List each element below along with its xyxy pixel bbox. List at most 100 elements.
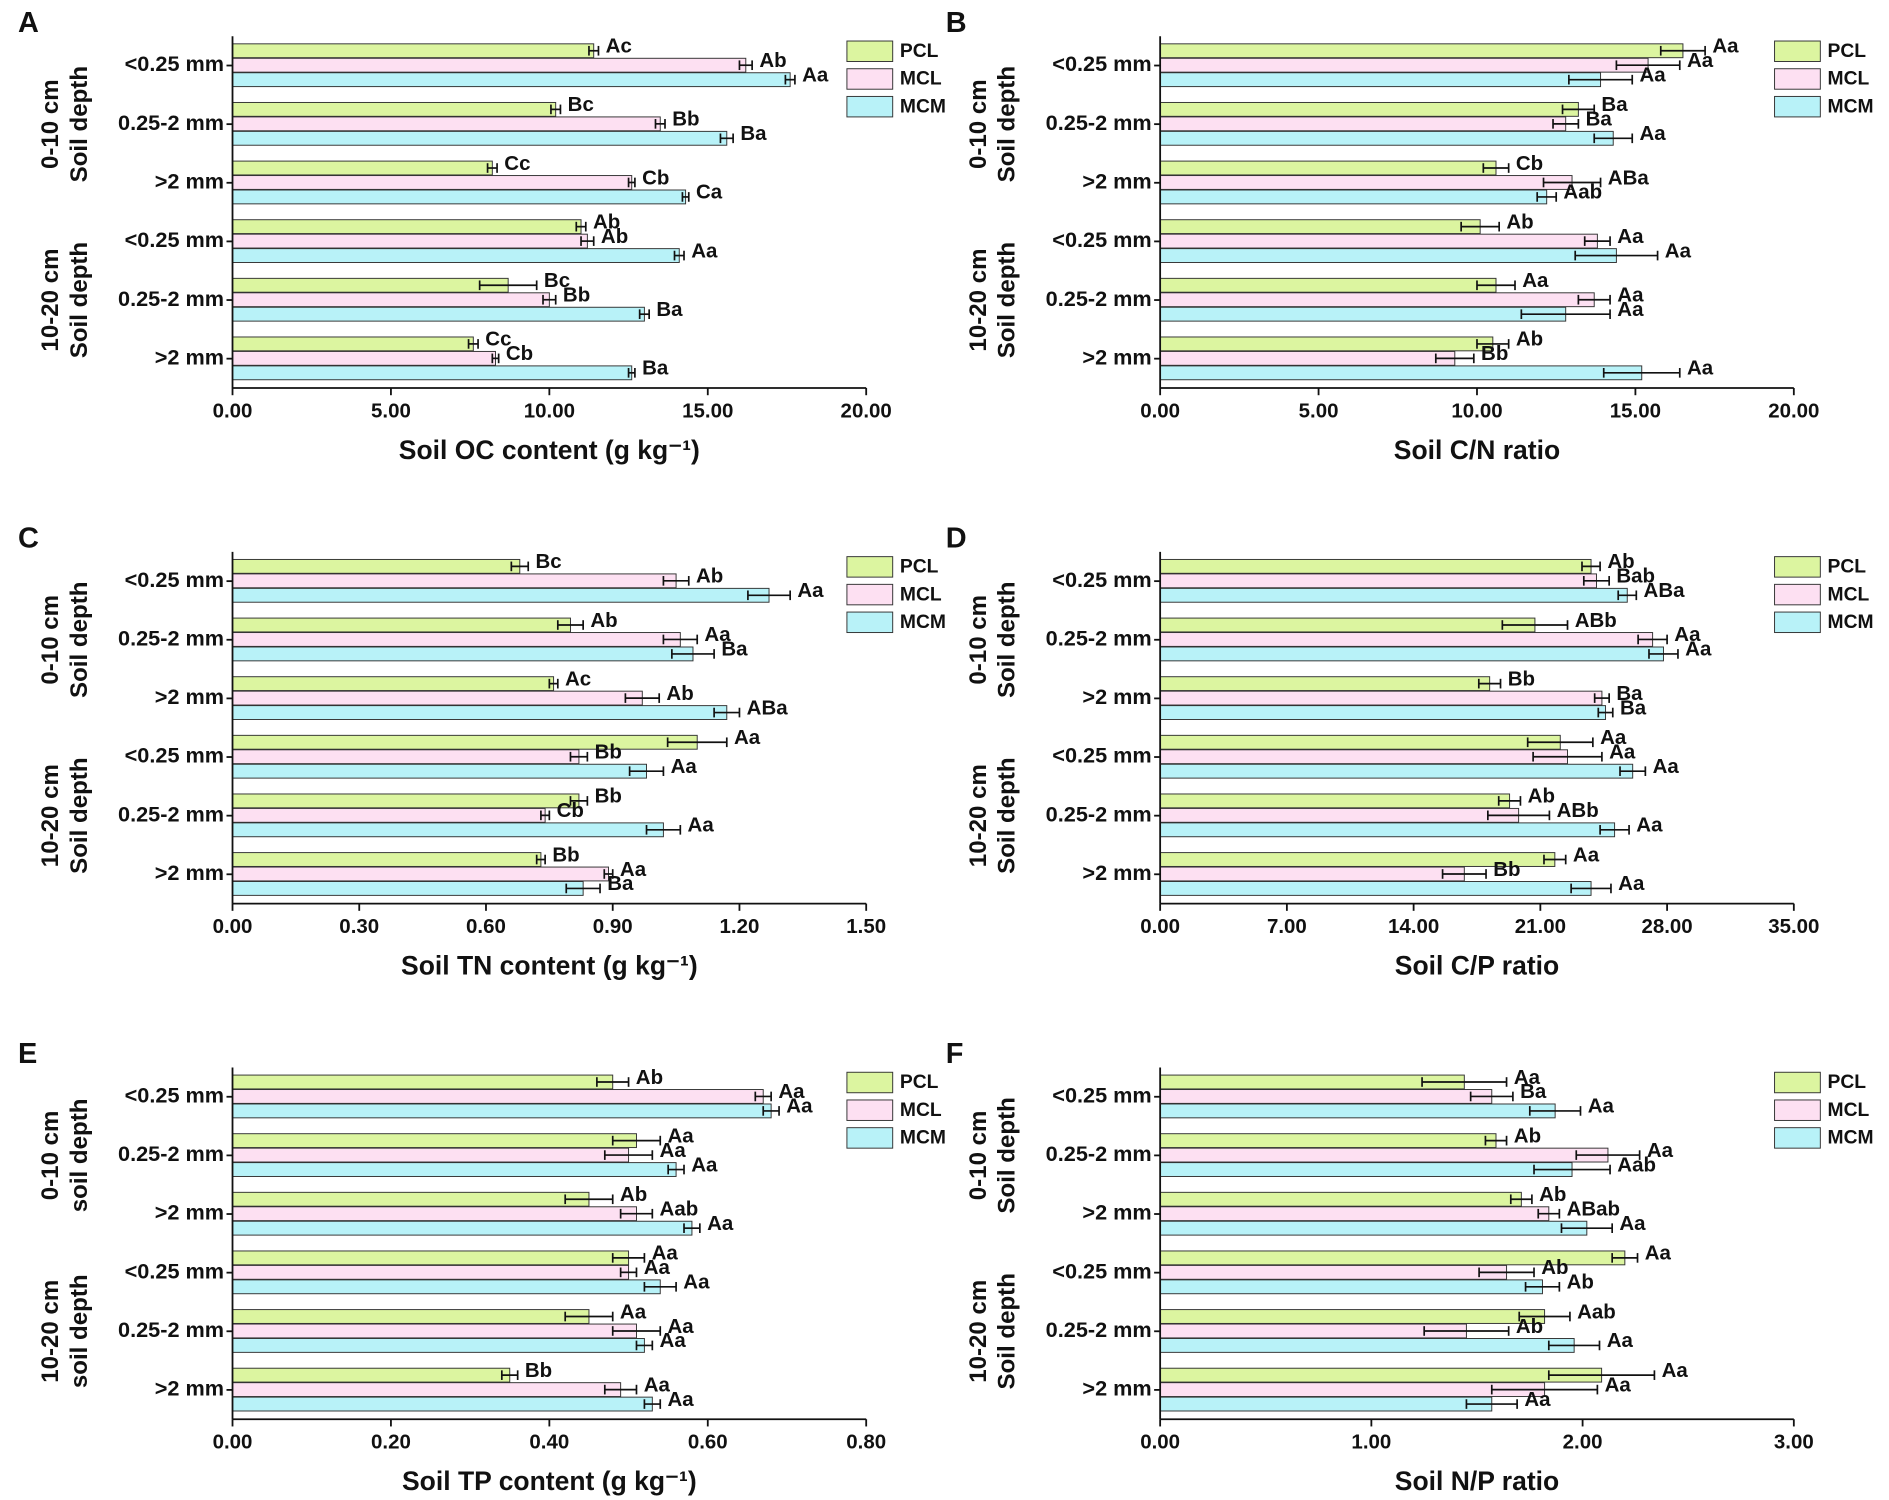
error-bar: [478, 280, 538, 291]
bar: [1159, 1103, 1556, 1119]
error-bar: [1619, 766, 1647, 777]
significance-letter: Bb: [595, 785, 622, 808]
significance-letter: Aa: [620, 858, 647, 881]
error-bar: [596, 1077, 630, 1087]
error-bar: [1421, 1077, 1508, 1087]
error-bar: [1560, 1223, 1614, 1233]
legend-swatch: [846, 1071, 894, 1094]
error-bar: [1476, 339, 1510, 349]
significance-letter: Ba: [1601, 93, 1628, 116]
legend-swatch: [1774, 583, 1821, 606]
bar: [1159, 807, 1520, 823]
significance-letter: Bc: [535, 550, 561, 573]
category-label: >2 mm: [1082, 860, 1151, 885]
error-bar: [1520, 309, 1611, 320]
legend-label: MCL: [900, 1100, 942, 1121]
legend-label: MCM: [900, 1128, 946, 1149]
legend-swatch: [846, 1127, 894, 1149]
x-tick-label: 1.20: [720, 915, 760, 938]
panel-label: C: [18, 522, 39, 554]
error-bar: [575, 221, 587, 232]
bar: [1159, 1396, 1493, 1412]
legend-label: PCL: [900, 1072, 939, 1093]
category-label: <0.25 mm: [125, 1082, 224, 1107]
x-tick-label: 0.60: [466, 915, 506, 938]
significance-letter: Ab: [1516, 328, 1543, 351]
error-bar: [569, 796, 589, 806]
error-bar: [564, 1311, 614, 1322]
panel-label: F: [946, 1038, 964, 1070]
bar: [1159, 248, 1617, 263]
category-label: <0.25 mm: [1052, 227, 1151, 252]
bar: [1159, 587, 1628, 603]
x-axis-label: Soil N/P ratio: [1395, 1466, 1559, 1496]
bar: [232, 219, 582, 235]
panel-label: A: [18, 7, 39, 39]
x-tick-label: 35.00: [1768, 915, 1819, 938]
error-bar: [671, 649, 715, 659]
group-sublabel: Soil depth: [994, 582, 1021, 698]
x-tick-label: 7.00: [1267, 915, 1307, 938]
significance-letter: Aa: [1605, 1373, 1632, 1396]
error-bar: [645, 824, 682, 835]
significance-letter: Aa: [1617, 225, 1644, 248]
significance-letter: Ab: [1607, 550, 1634, 573]
x-tick-label: 0.00: [1140, 1431, 1180, 1454]
category-label: 0.25-2 mm: [1046, 1141, 1152, 1166]
x-tick-label: 10.00: [1451, 399, 1502, 422]
error-bar: [1593, 133, 1634, 144]
error-bar: [540, 810, 551, 821]
bar: [232, 292, 550, 308]
significance-letter: ABb: [1557, 799, 1599, 822]
bar: [1159, 219, 1481, 235]
category-label: >2 mm: [1082, 1200, 1151, 1225]
error-bar: [654, 119, 666, 129]
significance-letter: Aab: [1577, 1300, 1616, 1323]
bar: [232, 1191, 590, 1207]
bar: [1159, 57, 1649, 73]
bar: [1159, 793, 1511, 809]
legend-label: PCL: [900, 557, 939, 578]
significance-letter: Aa: [660, 1329, 687, 1352]
significance-letter: Aa: [1522, 269, 1549, 292]
bar: [232, 646, 694, 662]
group-sublabel: soil depth: [66, 1274, 93, 1388]
error-bar: [1537, 1208, 1561, 1219]
bar: [1159, 1191, 1522, 1207]
x-tick-label: 20.00: [841, 399, 892, 422]
error-bar: [643, 1281, 677, 1292]
significance-letter: Bb: [595, 741, 622, 764]
error-bar: [747, 590, 791, 601]
significance-letter: Ab: [636, 1066, 663, 1089]
x-tick-label: 1.50: [846, 915, 886, 938]
legend-label: MCL: [1828, 69, 1870, 90]
legend-label: MCL: [1828, 584, 1870, 605]
significance-letter: Bb: [1481, 342, 1508, 365]
error-bar: [1465, 1399, 1518, 1409]
significance-letter: Ba: [656, 298, 683, 321]
x-tick-label: 2.00: [1563, 1431, 1603, 1454]
group-sublabel: Soil depth: [66, 757, 93, 873]
bar: [232, 1147, 630, 1163]
significance-letter: Ab: [1567, 1271, 1594, 1294]
error-bar: [627, 177, 636, 188]
error-bar: [1648, 649, 1679, 659]
category-label: <0.25 mm: [125, 51, 224, 76]
bar: [1159, 43, 1684, 59]
category-label: >2 mm: [155, 860, 224, 885]
significance-letter: Aa: [1662, 1359, 1689, 1382]
error-bar: [624, 693, 661, 703]
significance-letter: Ba: [1620, 696, 1647, 719]
bar: [232, 1220, 693, 1236]
significance-letter: Aa: [1617, 284, 1644, 307]
category-label: 0.25-2 mm: [1046, 801, 1152, 826]
bar: [1159, 749, 1568, 765]
bar: [1159, 646, 1664, 662]
error-bar: [1581, 561, 1601, 572]
error-bar: [1597, 707, 1614, 718]
group-label: 10-20 cm: [965, 764, 992, 867]
bar: [1159, 822, 1616, 838]
significance-letter: Aa: [1618, 872, 1645, 895]
error-bar: [1533, 1164, 1611, 1175]
bar: [1159, 1074, 1465, 1090]
